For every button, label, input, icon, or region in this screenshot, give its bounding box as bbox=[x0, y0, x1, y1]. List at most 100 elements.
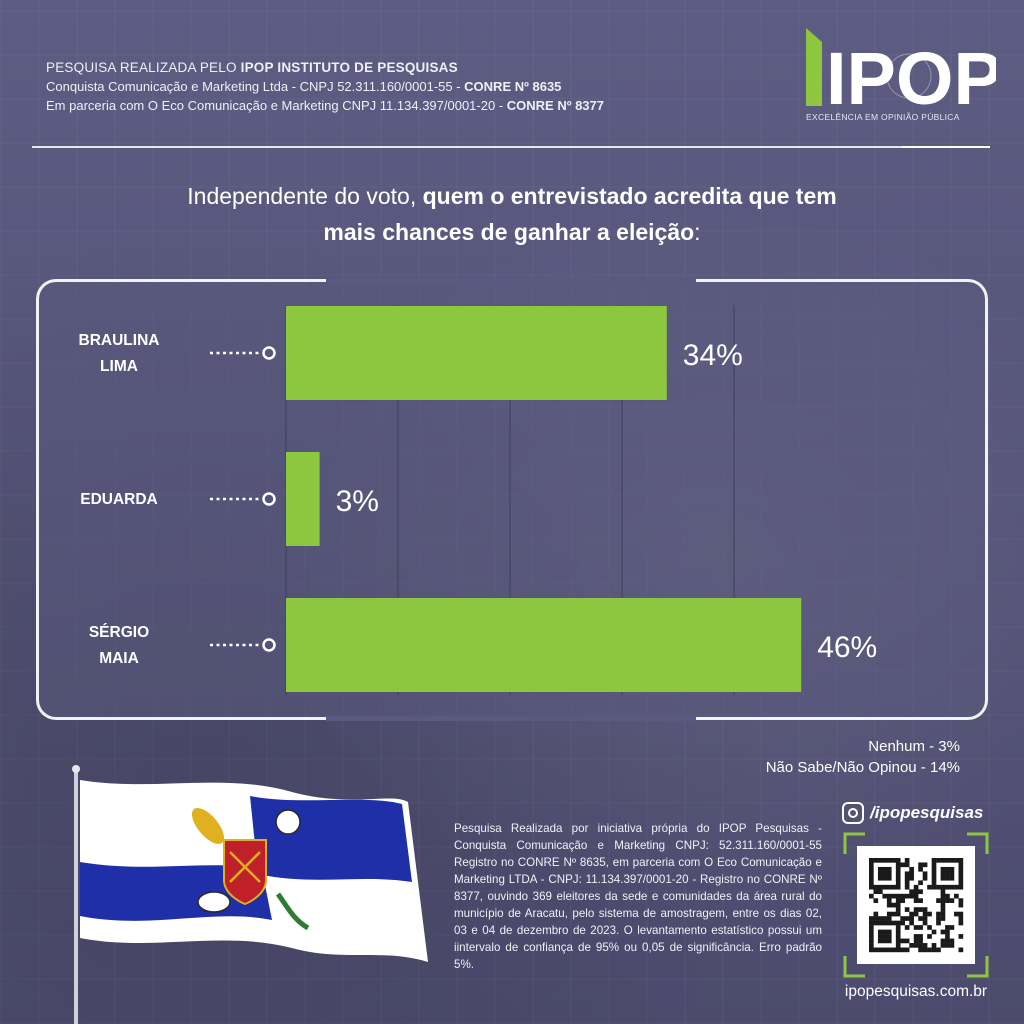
qr-module bbox=[918, 938, 923, 944]
qr-module bbox=[904, 862, 910, 868]
qr-module bbox=[895, 943, 901, 948]
qr-module bbox=[882, 947, 888, 953]
header-line-2: Conquista Comunicação e Marketing Ltda -… bbox=[46, 77, 746, 96]
qr-module bbox=[958, 858, 964, 863]
frame-top-gap bbox=[326, 278, 696, 283]
qr-module bbox=[882, 929, 888, 935]
header-line-3-text: Em parceria com O Eco Comunicação e Mark… bbox=[46, 98, 507, 113]
qr-module bbox=[922, 871, 928, 877]
qr-module bbox=[886, 871, 892, 877]
instagram-link[interactable]: /ipopesquisas bbox=[842, 802, 983, 824]
title-part-2: quem o entrevistado acredita que tem bbox=[422, 183, 837, 209]
qr-module bbox=[886, 911, 892, 917]
qr-module bbox=[913, 938, 919, 944]
qr-module bbox=[922, 920, 928, 926]
methodology-disclaimer: Pesquisa Realizada por iniciativa própri… bbox=[454, 822, 822, 971]
qr-module bbox=[936, 898, 941, 903]
qr-module bbox=[877, 916, 883, 921]
qr-module bbox=[940, 938, 946, 944]
qr-module bbox=[895, 920, 901, 926]
qr-module bbox=[891, 947, 897, 953]
qr-module bbox=[886, 893, 892, 899]
qr-module bbox=[958, 880, 964, 886]
qr-module bbox=[945, 893, 950, 899]
qr-module bbox=[873, 947, 879, 953]
qr-module bbox=[958, 871, 964, 877]
website-link[interactable]: ipopesquisas.com.br bbox=[844, 983, 988, 1000]
qr-module bbox=[869, 938, 874, 944]
qr-module bbox=[940, 907, 946, 912]
qr-module bbox=[904, 884, 910, 890]
qr-module bbox=[877, 934, 883, 939]
qr-module bbox=[891, 911, 897, 917]
qr-module bbox=[931, 884, 937, 890]
qr-module bbox=[909, 943, 914, 948]
qr-module bbox=[877, 947, 883, 953]
instagram-icon bbox=[842, 802, 864, 824]
qr-module bbox=[882, 893, 888, 899]
qr-module bbox=[958, 866, 964, 872]
qr-module bbox=[873, 884, 879, 890]
instagram-handle: /ipopesquisas bbox=[870, 803, 984, 822]
header-line-3-conre: CONRE Nº 8377 bbox=[506, 98, 604, 113]
qr-module bbox=[945, 938, 950, 944]
qr-module bbox=[913, 925, 919, 930]
qr-module bbox=[918, 947, 923, 953]
qr-module bbox=[891, 893, 897, 899]
qr-module bbox=[895, 880, 901, 886]
qr-module bbox=[958, 862, 964, 868]
logo-green-i bbox=[806, 28, 822, 106]
qr-module bbox=[936, 911, 941, 917]
qr-module bbox=[904, 893, 910, 899]
qr-module bbox=[877, 866, 883, 872]
qr-module bbox=[895, 929, 901, 935]
qr-module bbox=[895, 884, 901, 890]
qr-module bbox=[940, 916, 946, 921]
qr-module bbox=[886, 947, 892, 953]
qr-module bbox=[958, 884, 964, 890]
qr-module bbox=[877, 889, 883, 895]
qr-module bbox=[869, 947, 874, 953]
qr-module bbox=[873, 858, 879, 863]
qr-module bbox=[918, 880, 923, 886]
qr-module bbox=[949, 875, 955, 881]
header: PESQUISA REALIZADA PELO IPOP INSTITUTO D… bbox=[46, 58, 746, 115]
qr-module bbox=[895, 947, 901, 953]
logo-tagline: EXCELÊNCIA EM OPINIÃO PÚBLICA bbox=[806, 112, 960, 122]
qr-module bbox=[895, 907, 901, 912]
qr-module bbox=[909, 871, 914, 877]
qr-module bbox=[922, 911, 928, 917]
qr-module bbox=[886, 938, 892, 944]
qr-module bbox=[945, 929, 950, 935]
qr-module bbox=[945, 934, 950, 939]
qr-module bbox=[913, 898, 919, 903]
qr-module bbox=[895, 871, 901, 877]
qr-module bbox=[891, 920, 897, 926]
qr-module bbox=[958, 875, 964, 881]
corn-icon bbox=[191, 807, 225, 845]
qr-module bbox=[869, 866, 874, 872]
qr-module bbox=[940, 943, 946, 948]
qr-module bbox=[900, 920, 906, 926]
qr-module bbox=[913, 943, 919, 948]
qr-module bbox=[936, 858, 941, 863]
qr-module bbox=[945, 943, 950, 948]
qr-module bbox=[945, 871, 950, 877]
connector-ring-icon bbox=[262, 638, 276, 652]
qr-module bbox=[877, 884, 883, 890]
qr-module bbox=[882, 920, 888, 926]
connector-ring-icon bbox=[262, 346, 276, 360]
qr-module bbox=[931, 875, 937, 881]
qr-module bbox=[895, 902, 901, 908]
qr-module bbox=[927, 911, 932, 917]
qr-module bbox=[900, 947, 906, 953]
qr-module bbox=[954, 911, 959, 917]
qr-module bbox=[940, 889, 946, 895]
header-divider-accent bbox=[902, 146, 990, 148]
qr-module bbox=[882, 934, 888, 939]
qr-module bbox=[900, 862, 906, 868]
qr-module bbox=[958, 947, 964, 953]
qr-module bbox=[936, 916, 941, 921]
qr-code-block[interactable] bbox=[843, 832, 989, 978]
